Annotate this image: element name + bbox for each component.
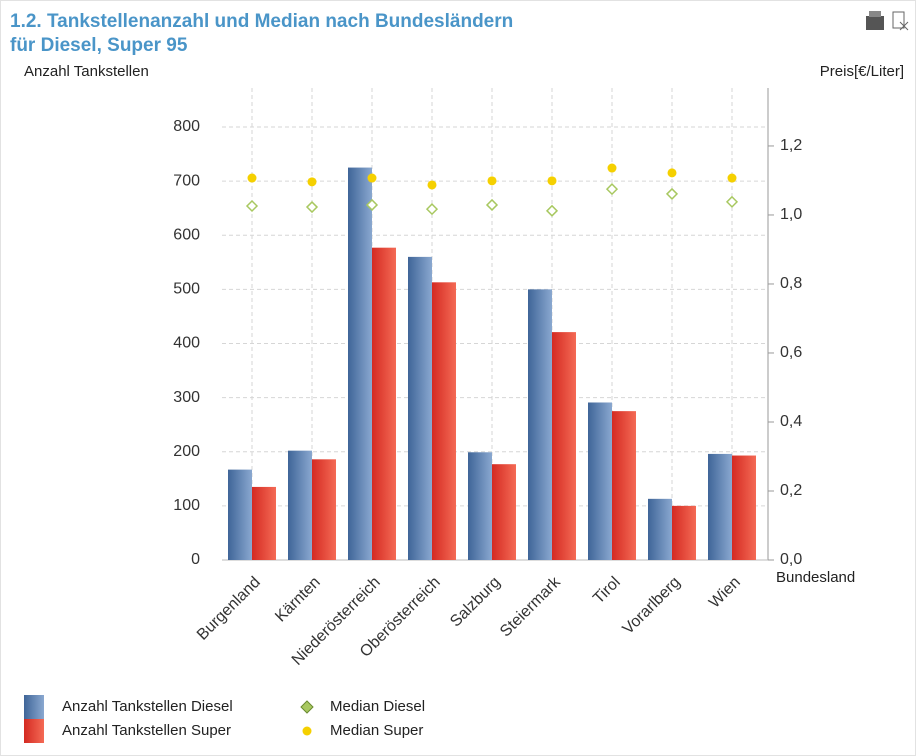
y2-tick-label: 0,0 [780, 551, 802, 568]
median-point [667, 168, 677, 178]
median-point [725, 195, 739, 208]
bar [552, 332, 576, 560]
bar [708, 453, 732, 560]
bar [612, 411, 636, 560]
bar [252, 486, 276, 560]
legend-swatch [24, 719, 44, 743]
y-tick-label: 0 [191, 551, 200, 568]
clear-icon[interactable] [892, 11, 909, 31]
y2-axis-label: Preis[€/Liter] [820, 63, 904, 80]
median-point [545, 204, 559, 217]
bar [312, 459, 336, 560]
median-point [487, 176, 497, 186]
chart-title: für Diesel, Super 95 [10, 35, 188, 56]
median-point [605, 183, 619, 196]
median-point [485, 198, 499, 212]
y-tick-label: 400 [173, 335, 200, 352]
y-tick-label: 100 [173, 497, 200, 514]
median-point [665, 187, 679, 200]
y2-tick-label: 1,2 [780, 137, 802, 154]
y-tick-label: 800 [173, 118, 200, 135]
y-tick-label: 300 [173, 389, 200, 406]
median-point [425, 203, 439, 216]
median-point [247, 173, 257, 183]
median-point [607, 163, 617, 173]
y2-tick-label: 1,0 [780, 206, 802, 223]
x-axis-label: Bundesland [776, 569, 855, 586]
legend-label: Anzahl Tankstellen Super [62, 722, 231, 739]
chart-title: 1.2. Tankstellenanzahl und Median nach B… [10, 11, 513, 32]
bar [432, 282, 456, 560]
y-tick-label: 600 [173, 226, 200, 243]
bar [648, 498, 672, 560]
median-point [307, 177, 317, 187]
bar [588, 402, 612, 560]
y2-tick-label: 0,2 [780, 482, 802, 499]
print-icon[interactable] [866, 11, 884, 30]
bar [408, 256, 432, 560]
bar [672, 505, 696, 560]
bar [228, 469, 252, 560]
bar [348, 167, 372, 561]
legend-swatch [300, 700, 314, 714]
bar [372, 247, 396, 560]
median-point [305, 200, 319, 214]
y2-tick-label: 0,4 [780, 413, 802, 430]
median-point [727, 173, 737, 183]
y-tick-label: 200 [173, 443, 200, 460]
y-tick-label: 700 [173, 172, 200, 189]
median-point [427, 180, 437, 190]
median-point [367, 173, 377, 183]
bar [468, 452, 492, 560]
median-point [365, 198, 379, 212]
bar [288, 450, 312, 560]
legend-label: Median Diesel [330, 698, 425, 715]
bar [492, 464, 516, 560]
y-axis-label: Anzahl Tankstellen [24, 63, 149, 80]
y2-tick-label: 0,8 [780, 275, 802, 292]
legend-label: Median Super [330, 722, 423, 739]
bar [528, 289, 552, 560]
y2-tick-label: 0,6 [780, 344, 802, 361]
median-point [245, 199, 259, 213]
legend-swatch [24, 695, 44, 719]
median-point [547, 176, 557, 186]
y-tick-label: 500 [173, 281, 200, 298]
legend-label: Anzahl Tankstellen Diesel [62, 698, 233, 715]
legend-swatch [302, 726, 312, 736]
bar [732, 455, 756, 560]
